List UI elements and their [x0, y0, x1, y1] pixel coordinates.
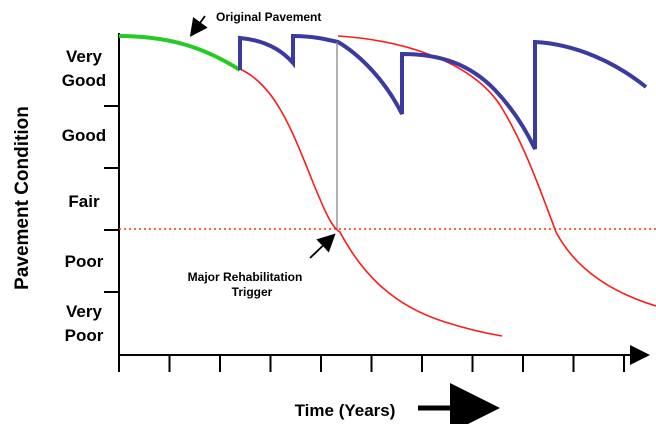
x-axis-title: Time (Years) — [295, 401, 396, 420]
level-very-poor-line2: Poor — [65, 326, 104, 345]
maintained-pavement-curve — [238, 33, 648, 150]
original-pavement-arrow — [189, 15, 208, 37]
trigger-annotation: Major Rehabilitation Trigger — [188, 233, 336, 299]
level-very-good-line1: Very — [66, 47, 102, 66]
condition-levels: Very Good Good Fair Poor Very Poor — [62, 47, 106, 345]
original-pavement-label: Original Pavement — [216, 10, 321, 24]
trigger-label-line2: Trigger — [232, 285, 273, 299]
x-axis-ticks — [118, 355, 625, 372]
level-fair: Fair — [68, 192, 100, 211]
trigger-arrow — [309, 233, 336, 259]
original-pavement-curve — [118, 34, 242, 72]
y-axis-ticks — [104, 105, 119, 293]
axes — [118, 33, 650, 365]
deterioration-curves — [239, 35, 656, 337]
deterioration-curve-2 — [337, 35, 656, 307]
level-poor: Poor — [65, 252, 104, 271]
original-pavement-annotation: Original Pavement — [189, 10, 321, 37]
level-very-good-line2: Good — [62, 71, 106, 90]
x-axis-title-group: Time (Years) — [295, 383, 500, 429]
deterioration-curve-1 — [239, 68, 503, 337]
y-axis-title: Pavement Condition — [12, 106, 33, 290]
level-very-poor-line1: Very — [66, 302, 102, 321]
trigger-label-line1: Major Rehabilitation — [188, 270, 303, 284]
level-good: Good — [62, 126, 106, 145]
